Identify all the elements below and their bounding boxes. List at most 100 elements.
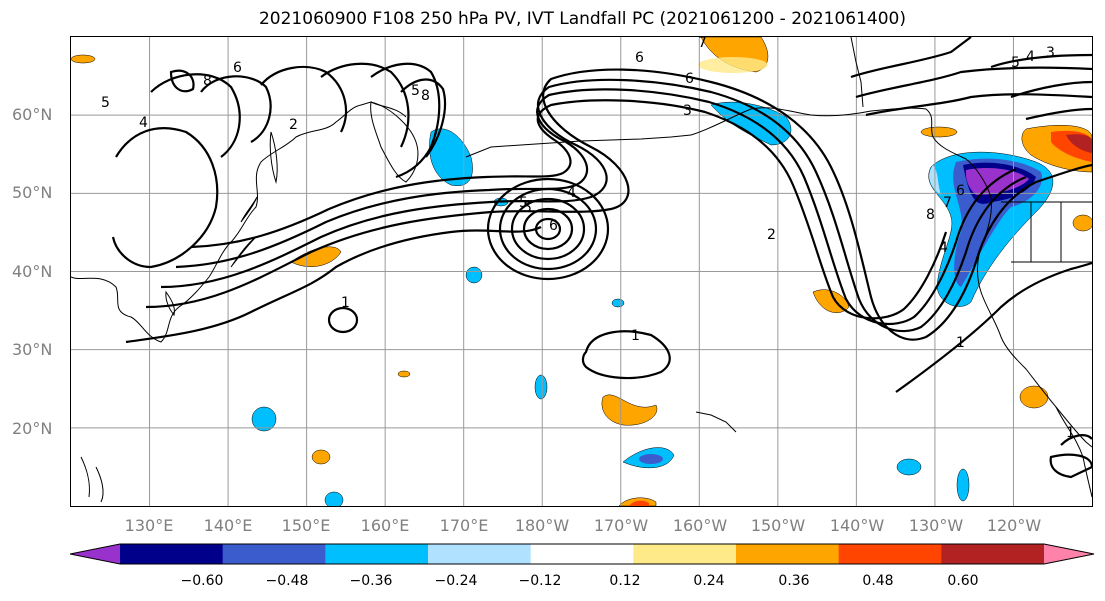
shade-neg-hawaii-core [639, 454, 663, 464]
lon-label-170e: 170°E [439, 516, 489, 535]
colorbar-segment [428, 544, 532, 564]
pv-contour-6 [111, 127, 219, 269]
colorbar-tick-1: −0.60 [180, 573, 224, 589]
pv-contour-ne-4 [990, 53, 1092, 69]
colorbar-arrow-low [70, 544, 120, 564]
pv-contour-label: 5 [411, 83, 420, 99]
pv-contour-label: 5 [1011, 55, 1020, 71]
colorbar-segment [530, 544, 634, 564]
pv-contour-11 [370, 62, 441, 179]
pv-contour-1-e [1049, 453, 1092, 479]
pv-contour-label: 4 [567, 185, 576, 201]
shade-pos-small-5 [1072, 214, 1092, 232]
shade-pos-small-2 [311, 449, 331, 465]
colorbar-tick-3: −0.36 [349, 573, 393, 589]
pv-contour-label: 5 [523, 200, 532, 216]
shade-pos-small-3 [397, 370, 411, 378]
pv-contour-label: 7 [943, 195, 952, 211]
pv-contour-3 [175, 88, 1017, 326]
coast-sakhalin [269, 131, 278, 184]
lon-label-180w: 180°W [514, 516, 570, 535]
pv-contour-label: 6 [233, 60, 242, 76]
shade-pos-mid-1 [290, 246, 342, 267]
coast-asia [71, 101, 407, 343]
pv-contour-1-a [327, 306, 359, 334]
lat-label-50n: 50°N [12, 183, 53, 202]
pv-contour-low-4 [522, 207, 574, 251]
colorbar-tick-5: −0.12 [518, 573, 562, 589]
pv-contour-8 [200, 75, 272, 143]
shade-pos-bottom-core [629, 500, 649, 506]
pv-contour-label: 8 [203, 73, 212, 89]
pv-contour-label: 1 [341, 295, 350, 311]
pv-contour-ne-3 [865, 93, 1092, 117]
figure-title: 2021060900 F108 250 hPa PV, IVT Landfall… [258, 9, 906, 29]
pv-contour-layer [111, 37, 1092, 479]
pv-contour-low-5 [534, 217, 562, 241]
shade-pos-small-1 [1019, 385, 1049, 409]
pv-contour-label: 5 [519, 195, 528, 211]
pv-contour-label: 4 [939, 240, 948, 256]
pv-contour-label: 3 [683, 103, 692, 119]
lon-label-160w: 160°W [672, 516, 728, 535]
pv-contour-label: 1 [1066, 425, 1075, 441]
coast-hawaii [695, 411, 737, 433]
pv-contour-12 [400, 78, 447, 158]
shade-neg-small-3 [251, 406, 277, 432]
pv-contour-ne-1 [850, 37, 972, 79]
pv-contour-5 [125, 226, 542, 344]
pv-contour-7 [150, 73, 241, 158]
lon-label-130e: 130°E [124, 516, 174, 535]
shade-pos-top-halo [698, 57, 768, 73]
colorbar-outline [70, 543, 1095, 565]
colorbar-segment [941, 544, 1045, 564]
colorbar-tick-2: −0.48 [265, 573, 309, 589]
pv-contour-label: 3 [1046, 45, 1055, 61]
shade-neg-small-2 [534, 374, 548, 400]
pv-contour-2 [160, 78, 1027, 333]
colorbar-tick-7: 0.24 [693, 573, 725, 589]
colorbar-segment [838, 544, 942, 564]
pv-contour-label: 8 [926, 207, 935, 223]
lon-label-130w: 130°W [908, 516, 964, 535]
coast-korea [165, 290, 175, 317]
pv-contour-1-c [895, 261, 1092, 393]
pv-contour-label: 2 [289, 117, 298, 133]
colorbar-arrow-high [1044, 544, 1094, 564]
colorbar-tick-4: −0.24 [434, 573, 478, 589]
pv-contour-1 [145, 68, 1092, 341]
pv-contour-ne-5 [1010, 80, 1092, 99]
pv-contour-1-d [1060, 434, 1092, 446]
colorbar-segment [633, 544, 737, 564]
shade-pos-small-4 [71, 54, 96, 64]
coast-kamchatka [370, 101, 419, 183]
shade-pos-south-1 [601, 394, 658, 426]
pv-contour-13 [169, 69, 195, 93]
pv-contour-4 [190, 99, 948, 320]
lat-label-30n: 30°N [12, 340, 53, 359]
colorbar-tick-8: 0.36 [778, 573, 810, 589]
pv-contour-label: 4 [1026, 49, 1035, 65]
colorbar-segment [120, 544, 224, 564]
pv-contour-label: 8 [421, 88, 430, 104]
colorbar-segment [222, 544, 326, 564]
shade-neg-small-6 [324, 491, 344, 506]
lon-label-120w: 120°W [986, 516, 1042, 535]
shade-neg-small-5 [956, 468, 970, 502]
pv-contour-low-3 [510, 197, 586, 261]
pv-contour-low-2 [498, 187, 598, 271]
pv-contour-9 [260, 65, 348, 133]
lon-label-140e: 140°E [203, 516, 253, 535]
pv-contour-low-1 [486, 177, 610, 281]
pv-contour-1-b [581, 330, 671, 380]
shade-neg-small-4 [896, 458, 922, 476]
pv-contour-label: 6 [635, 50, 644, 66]
lon-label-150w: 150°W [750, 516, 806, 535]
lon-label-140w: 140°W [829, 516, 885, 535]
colorbar-tick-10: 0.60 [947, 573, 979, 589]
pv-contour-ne-2 [855, 66, 1092, 99]
colorbar-segment [325, 544, 429, 564]
lon-label-160e: 160°E [360, 516, 410, 535]
gridlines [71, 37, 1092, 506]
